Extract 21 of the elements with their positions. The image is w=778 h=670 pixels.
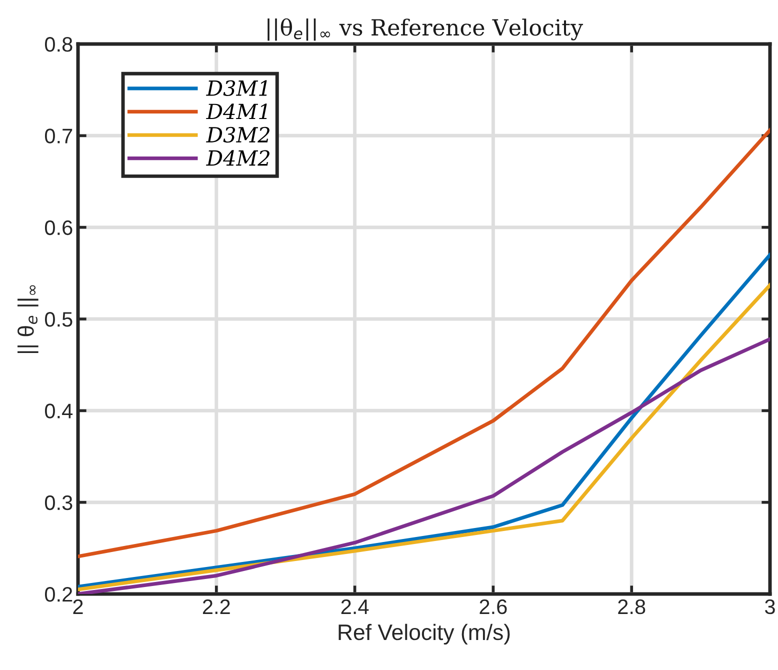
x-tick-label: 2.8 <box>618 599 646 614</box>
y-tick-label: 0.2 <box>44 587 72 602</box>
x-axis-title: Ref Velocity (m/s) <box>338 624 510 645</box>
y-tick-label: 0.6 <box>44 220 72 236</box>
x-tick-label: 2.6 <box>480 599 507 614</box>
y-tick-label: 0.8 <box>44 37 72 52</box>
legend-label: D4M1 <box>206 104 267 120</box>
y-axis-title: || θ$_{e}$ ||$_{∞}$ <box>18 285 38 354</box>
legend-label: D4M2 <box>206 150 270 166</box>
y-tick-label: 0.3 <box>44 495 72 510</box>
x-tick-label: 2.2 <box>202 599 230 614</box>
y-tick-label: 0.4 <box>44 404 73 418</box>
line-series <box>78 128 770 558</box>
legend-label: D3M1 <box>206 80 267 96</box>
x-tick-label: 3 <box>765 599 775 614</box>
x-tick-label: 2 <box>73 599 83 614</box>
legend-label: D3M2 <box>206 126 270 143</box>
x-tick-label: 2.4 <box>341 599 369 614</box>
y-tick-label: 0.5 <box>44 312 72 327</box>
chart-title: ||θ$_{e}$||$_{∞}$ vs Reference Velocity <box>268 18 584 41</box>
y-tick-label: 0.7 <box>44 128 72 144</box>
